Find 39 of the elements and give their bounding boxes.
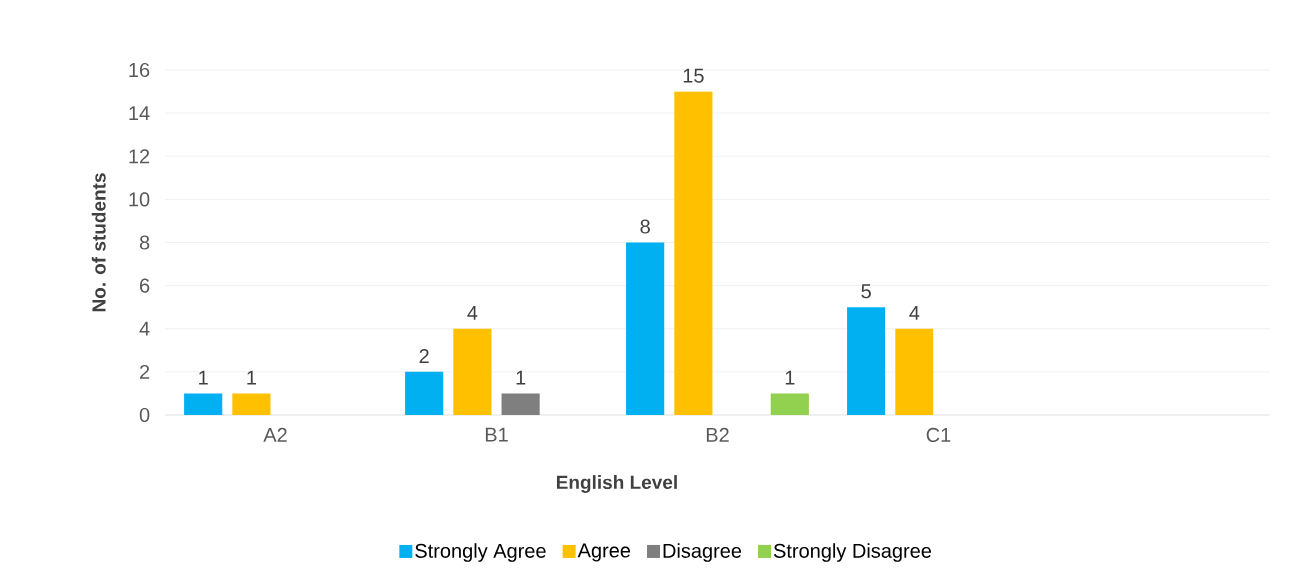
legend-label: Agree bbox=[577, 543, 631, 562]
data-label: 15 bbox=[683, 68, 704, 83]
data-label: 8 bbox=[640, 219, 650, 234]
bar bbox=[626, 242, 665, 415]
bar bbox=[674, 91, 713, 415]
y-tick-label: 2 bbox=[140, 364, 150, 379]
y-tick-label: 14 bbox=[129, 106, 150, 120]
bar bbox=[895, 328, 934, 415]
bar bbox=[184, 393, 223, 415]
bar bbox=[453, 328, 492, 415]
x-tick-label: A2 bbox=[263, 427, 287, 442]
bar bbox=[847, 307, 886, 415]
legend-label: Strongly Agree bbox=[415, 543, 546, 562]
bar bbox=[232, 393, 271, 415]
y-tick-label: 6 bbox=[140, 278, 150, 293]
y-tick-label: 0 bbox=[139, 407, 150, 423]
x-tick-label: B1 bbox=[485, 427, 508, 442]
y-tick-label: 4 bbox=[139, 321, 150, 336]
legend-label: Disagree bbox=[663, 543, 742, 562]
data-label: 1 bbox=[247, 370, 256, 385]
data-label: 4 bbox=[909, 306, 920, 320]
data-label: 4 bbox=[467, 306, 478, 320]
y-axis-title: No. of students bbox=[91, 173, 106, 312]
data-label: 1 bbox=[785, 370, 795, 385]
x-axis-title: English Level bbox=[556, 475, 677, 493]
data-label: 1 bbox=[516, 370, 526, 385]
bar bbox=[770, 393, 809, 415]
y-tick-label: 12 bbox=[129, 149, 150, 164]
legend-label: Strongly Disagree bbox=[773, 543, 932, 562]
data-label: 2 bbox=[419, 349, 429, 363]
y-tick-label: 10 bbox=[129, 192, 150, 207]
y-tick-label: 16 bbox=[129, 62, 150, 78]
x-tick-label: B2 bbox=[706, 427, 729, 442]
y-tick-label: 8 bbox=[139, 235, 150, 250]
data-label: 5 bbox=[861, 284, 871, 299]
bar bbox=[405, 371, 444, 415]
data-label: 1 bbox=[199, 370, 208, 385]
x-tick-label: C1 bbox=[926, 427, 951, 443]
bar bbox=[501, 393, 540, 415]
